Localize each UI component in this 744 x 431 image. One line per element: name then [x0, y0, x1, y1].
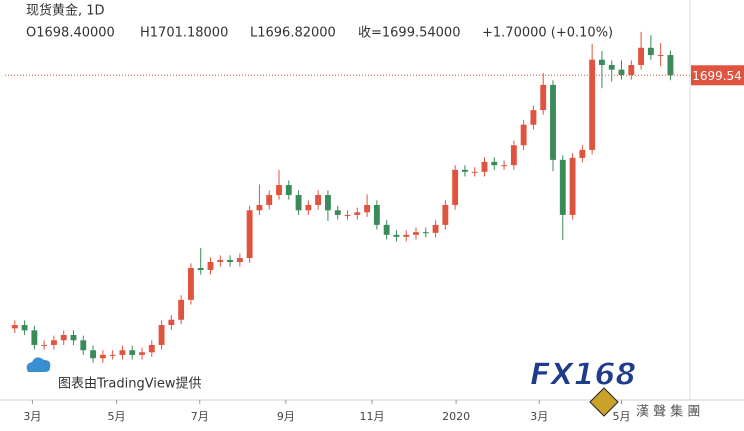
candle-body — [589, 59, 596, 150]
candle-body — [628, 65, 635, 75]
candle-body — [139, 352, 145, 355]
candle-body — [90, 350, 97, 359]
price-label-box — [691, 65, 744, 86]
logo-diamond — [589, 387, 619, 417]
candle-body — [432, 224, 439, 233]
candle-body — [41, 344, 48, 346]
candle-body — [21, 325, 28, 331]
candle-body — [559, 159, 566, 215]
candle-body — [422, 232, 429, 234]
candle-body — [99, 354, 106, 359]
candle-body — [285, 185, 292, 196]
candle-body — [510, 145, 517, 166]
candle-body — [530, 110, 537, 125]
candle-body — [129, 350, 136, 355]
x-tick-label: 7月 — [191, 410, 209, 423]
watermark: 图表由TradingView提供 — [58, 376, 202, 392]
candle-body — [305, 204, 312, 211]
candle-body — [579, 149, 586, 158]
candle-body — [31, 330, 38, 345]
candle-body — [197, 267, 204, 270]
ohlc-close: 收=1699.54000 — [358, 26, 460, 41]
ohlc-open: O1698.40000 — [26, 26, 115, 41]
x-tick-label: 2020 — [442, 410, 470, 423]
candle-body — [50, 340, 57, 345]
candle-body — [217, 260, 224, 263]
candle-body — [276, 185, 282, 196]
candle-body — [80, 340, 87, 351]
candle-body — [60, 334, 67, 341]
candle-body — [364, 204, 371, 213]
candle-body — [236, 258, 243, 263]
x-tick-label: 9月 — [277, 410, 295, 423]
candle-body — [246, 210, 253, 259]
candle-body — [168, 319, 175, 326]
candle-body — [158, 325, 165, 345]
ohlc-high: H1701.18000 — [140, 26, 228, 41]
candle-body — [481, 161, 488, 172]
chart-title: 现货黄金, 1D — [26, 3, 105, 19]
candle-body — [373, 204, 380, 225]
candle-body — [227, 260, 234, 263]
candle-body — [520, 124, 527, 146]
x-tick-label: 5月 — [108, 410, 126, 423]
candle-body — [207, 262, 214, 270]
ohlc-low: L1696.82000 — [250, 26, 336, 41]
candle-body — [354, 212, 361, 215]
x-tick-label: 3月 — [530, 410, 548, 423]
candle-body — [334, 210, 341, 215]
candle-body — [569, 157, 576, 215]
candle-body — [608, 65, 615, 70]
candle-body — [638, 47, 645, 66]
candle-body — [452, 169, 459, 205]
candle-body — [501, 165, 508, 167]
candle-body — [403, 234, 410, 237]
candle-body — [266, 195, 273, 205]
candle-body — [657, 55, 664, 57]
candle-body — [647, 47, 654, 56]
candle-body — [148, 344, 155, 353]
candle-body — [109, 354, 116, 356]
x-tick-label: 5月 — [613, 410, 631, 423]
candle-body — [187, 267, 194, 300]
candle-body — [618, 69, 625, 75]
candle-body — [344, 214, 351, 216]
candle-body — [11, 325, 18, 329]
candle-body — [315, 195, 322, 205]
candle-body — [491, 161, 498, 166]
candle-body — [295, 195, 302, 211]
candle-body — [540, 84, 547, 111]
candle-body — [461, 169, 468, 172]
candle-body — [256, 204, 263, 211]
candle-body — [667, 55, 674, 76]
candle-body — [598, 59, 605, 66]
candle-body — [550, 84, 556, 160]
candle-body — [393, 234, 400, 237]
candle-body — [413, 232, 419, 235]
candle-body — [383, 224, 390, 235]
candle-body — [178, 299, 185, 320]
candle-body — [442, 204, 449, 225]
logo: FX168 — [530, 358, 636, 393]
candle-body — [324, 195, 331, 211]
candle-body — [471, 171, 478, 173]
x-tick-label: 11月 — [359, 410, 384, 423]
candle-body — [119, 350, 126, 355]
x-tick-label: 3月 — [23, 410, 41, 423]
logo-sub: 漢 聲 集 團 — [636, 404, 700, 420]
ohlc-change: +1.70000 (+0.10%) — [482, 26, 613, 41]
tv-logo — [26, 357, 51, 372]
candle-body — [70, 334, 77, 341]
price-label: 1699.54 — [692, 69, 742, 83]
